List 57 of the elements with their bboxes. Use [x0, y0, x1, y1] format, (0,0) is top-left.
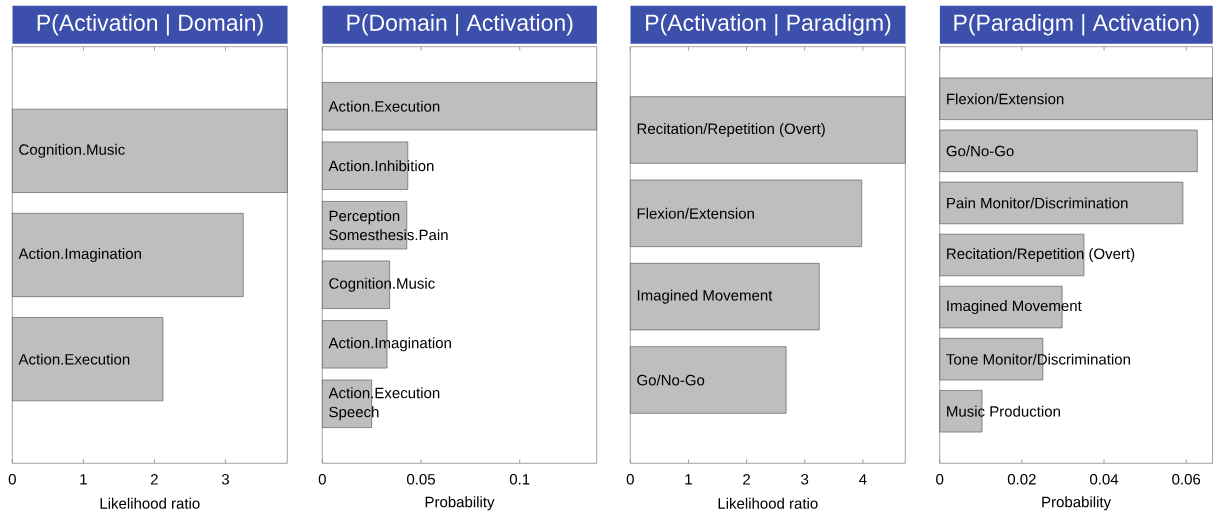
y-tick-label: Go/No-Go: [637, 374, 705, 386]
chart-title: P(Activation | Domain): [37, 14, 263, 36]
x-tick-label: 4: [859, 474, 867, 485]
bar: [939, 390, 983, 433]
x-tick-label: 2: [151, 474, 158, 485]
x-axis-title: Probability: [1042, 496, 1112, 511]
bar: [939, 181, 1184, 225]
x-tick-label: 1: [80, 474, 87, 485]
chart-title: P(Paradigm | Activation): [954, 14, 1199, 36]
x-tick-label: 0.1: [509, 473, 530, 485]
x-tick-label: 1: [685, 474, 692, 485]
x-tick-label: 0.02: [1007, 473, 1036, 485]
y-tick-label: Imagined Movement: [947, 300, 1082, 315]
bar: [939, 233, 1085, 277]
bar: [12, 213, 244, 297]
x-axis-title: Probability: [425, 496, 495, 511]
y-tick-label: Recitation/Repetition (Overt): [637, 123, 825, 137]
y-tick-label: Action.Inhibition: [328, 160, 434, 172]
bar: [939, 77, 1213, 120]
y-tick-label: Pain Monitor/Discrimination: [947, 197, 1128, 209]
x-tick-label: 0: [318, 473, 326, 485]
y-tick-label: Flexion/Extension: [947, 93, 1064, 105]
x-tick-label: 3: [801, 473, 809, 485]
x-tick-label: 0: [626, 473, 634, 485]
y-tick-label: Flexion/Extension: [637, 207, 754, 219]
bar: [630, 263, 820, 331]
y-tick-label: Action.Execution: [18, 353, 130, 365]
y-tick-label: Go/No-Go: [946, 145, 1014, 157]
bar: [12, 317, 164, 402]
y-tick-label: Cognition.Music: [329, 277, 435, 292]
x-tick-label: 0.05: [407, 473, 435, 485]
bar: [630, 96, 906, 164]
chart-title: P(Domain | Activation): [347, 14, 573, 36]
y-tick-label: Perception Somesthesis.Pain: [329, 210, 448, 241]
x-tick-label: 0.04: [1090, 473, 1119, 485]
x-axis-title: Likelihood ratio: [718, 497, 818, 509]
y-tick-label: Tone Monitor/Discrimination: [946, 353, 1130, 365]
y-tick-label: Action.Execution: [328, 100, 440, 112]
x-tick-label: 3: [221, 473, 230, 485]
bar: [12, 108, 288, 193]
y-tick-label: Action.Imagination: [328, 337, 451, 352]
x-tick-label: 2: [743, 474, 751, 485]
x-tick-label: 0: [936, 473, 944, 485]
y-tick-label: Action.Execution Speech: [328, 387, 440, 421]
bar: [630, 179, 862, 247]
y-tick-label: Cognition.Music: [19, 143, 125, 158]
y-tick-label: Music Production: [947, 405, 1060, 417]
x-tick-label: 0.06: [1172, 473, 1201, 485]
bar: [630, 346, 787, 414]
bar: [939, 129, 1198, 172]
x-axis-title: Likelihood ratio: [100, 497, 200, 509]
x-tick-label: 0: [8, 473, 16, 485]
y-tick-label: Action.Imagination: [18, 248, 141, 262]
bar: [322, 82, 598, 131]
y-tick-label: Recitation/Repetition (Overt): [947, 248, 1135, 262]
chart-title: P(Activation | Paradigm): [646, 14, 891, 36]
y-tick-label: Imagined Movement: [637, 289, 773, 304]
